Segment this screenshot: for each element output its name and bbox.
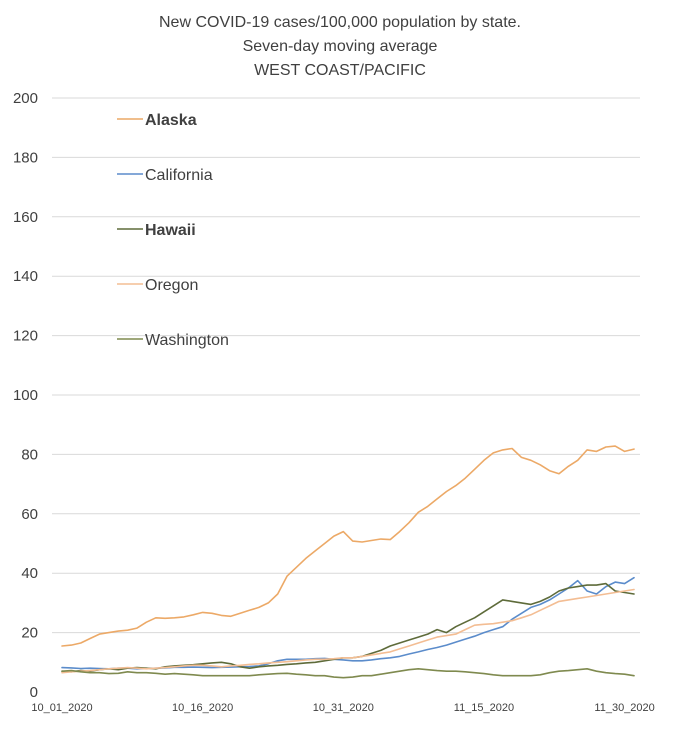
chart-subtitle-line: Seven-day moving average [243, 38, 438, 55]
y-tick-label: 140 [13, 268, 38, 285]
x-tick-label: 10_01_2020 [31, 702, 92, 714]
y-tick-label: 200 [13, 90, 38, 107]
legend-label-washington: Washington [145, 332, 229, 349]
series-line-alaska [61, 445, 635, 647]
chart-title-line: New COVID-19 cases/100,000 population by… [159, 14, 521, 31]
x-axis-tick-labels: 10_01_2020 10_16_2020 10_31_2020 11_15_2020… [31, 702, 654, 714]
y-tick-label: 120 [13, 328, 38, 345]
x-tick-label: 10_16_2020 [172, 702, 233, 714]
gridlines [52, 97, 640, 693]
x-tick-label: 10_31_2020 [313, 702, 374, 714]
legend-label-oregon: Oregon [145, 277, 198, 294]
chart-title: New COVID-19 cases/100,000 population by… [159, 14, 521, 79]
legend-label-alaska: Alaska [145, 112, 197, 129]
y-tick-label: 180 [13, 149, 38, 166]
legend-label-california: California [145, 167, 213, 184]
y-tick-label: 60 [21, 506, 38, 523]
chart-region-line: WEST COAST/PACIFIC [254, 62, 426, 79]
legend-label-hawaii: Hawaii [145, 222, 196, 239]
x-tick-label: 11_30_2020 [594, 702, 654, 714]
series-line-california [61, 576, 635, 670]
y-tick-label: 80 [21, 446, 38, 463]
y-tick-label: 20 [21, 625, 38, 642]
legend: Alaska California Hawaii Oregon Washington [117, 112, 229, 349]
y-tick-label: 0 [30, 684, 38, 701]
series-lines [61, 445, 635, 679]
x-tick-label: 11_15_2020 [454, 702, 514, 714]
y-tick-label: 40 [21, 565, 38, 582]
y-axis-tick-labels: 0 20 40 60 80 100 120 140 160 180 200 [13, 90, 38, 701]
series-line-oregon [61, 588, 635, 674]
y-tick-label: 100 [13, 387, 38, 404]
series-line-washington [61, 667, 635, 679]
y-tick-label: 160 [13, 209, 38, 226]
